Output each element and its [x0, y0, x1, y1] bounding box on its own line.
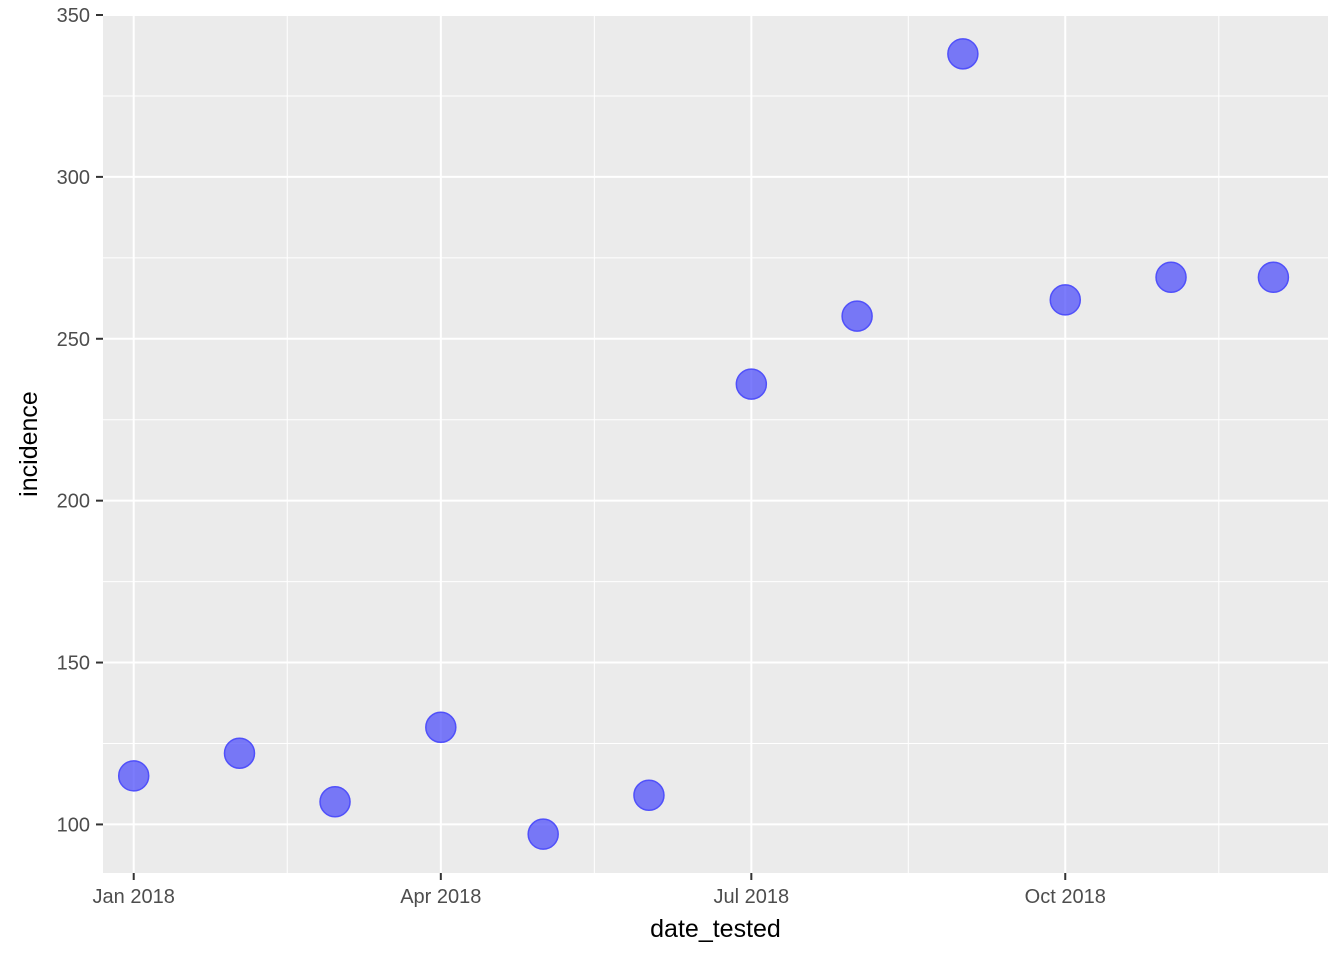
major-gridlines [103, 14, 1328, 873]
y-tick-label: 100 [57, 814, 90, 836]
y-axis-title: incidence [15, 391, 43, 497]
data-point [633, 779, 665, 812]
y-tick-label: 300 [57, 167, 90, 189]
data-point [527, 818, 559, 850]
x-axis-title: date_tested [650, 915, 781, 943]
data-point [223, 737, 256, 769]
data-point [735, 368, 768, 400]
y-tick-label: 350 [57, 5, 90, 27]
y-tick-label: 150 [57, 653, 90, 675]
x-tick-label: Apr 2018 [400, 886, 481, 908]
data-point [117, 760, 150, 792]
data-point [1257, 261, 1290, 294]
data-point [947, 38, 979, 70]
minor-gridlines [103, 15, 1328, 873]
data-points [117, 38, 1290, 850]
data-point [319, 786, 351, 818]
plot-panel [103, 15, 1328, 873]
data-point [841, 300, 873, 332]
x-tick-label: Oct 2018 [1025, 886, 1106, 908]
y-tick-label: 200 [57, 491, 90, 513]
data-point [1155, 261, 1187, 294]
x-tick-label: Jan 2018 [93, 886, 175, 908]
y-tick-label: 250 [57, 329, 90, 351]
data-point [1049, 284, 1082, 316]
axis-ticks [96, 14, 1067, 880]
axis-tick-labels: 100 150 200 250 300 350 Jan 2018 Apr 2018 Jul 20… [57, 5, 1106, 908]
data-point [425, 711, 457, 744]
x-tick-label: Jul 2018 [714, 886, 790, 908]
